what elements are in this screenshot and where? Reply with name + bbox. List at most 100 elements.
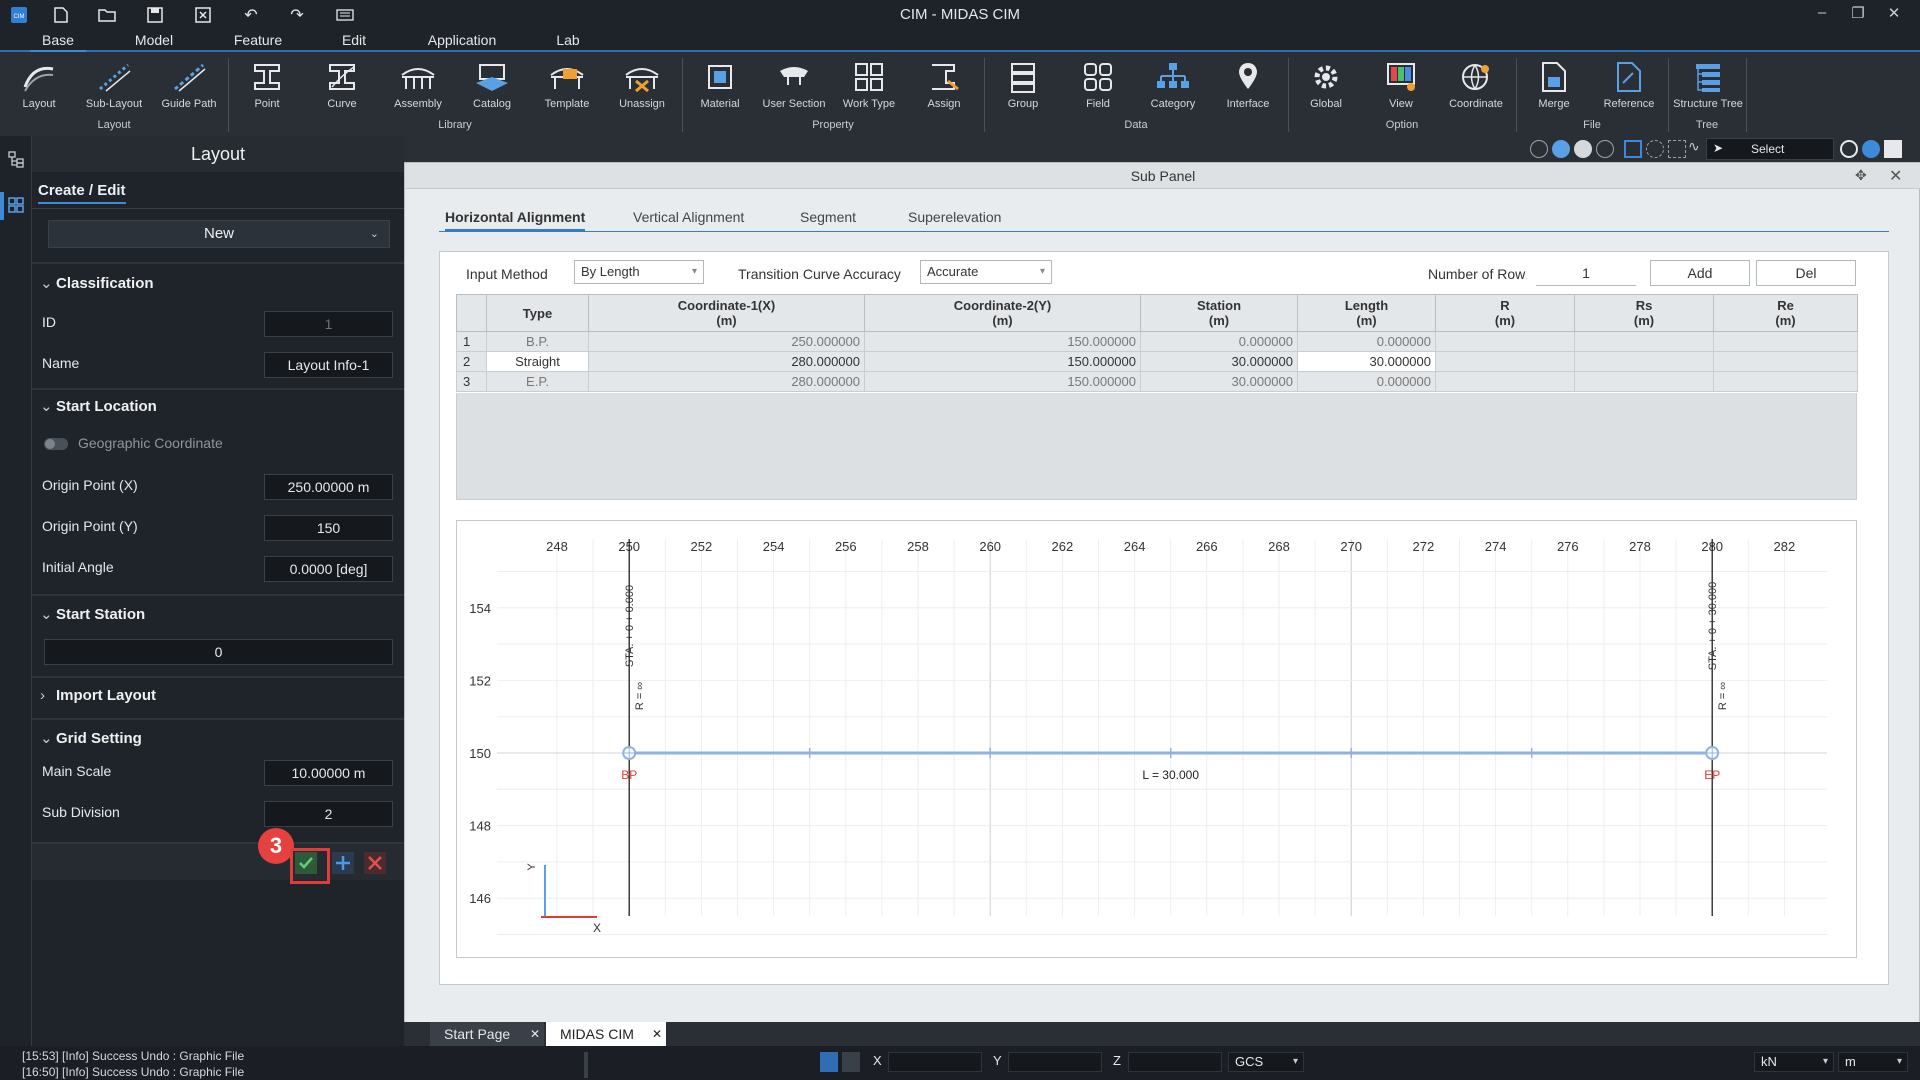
category-button[interactable]: Category [1137,58,1209,118]
main-scale-field[interactable]: 10.00000 m [264,760,393,786]
close-window-icon[interactable]: ✕ [1887,5,1901,22]
sub-layout-button[interactable]: Sub-Layout [78,58,150,118]
tab-horizontal-alignment[interactable]: Horizontal Alignment [445,209,586,231]
y-coord-field[interactable] [1008,1052,1102,1072]
angle-snap-icon[interactable] [842,1052,860,1072]
assign-button[interactable]: Assign [908,58,980,118]
global-button[interactable]: Global [1290,58,1362,118]
menu-tab-edit[interactable]: Edit [341,32,367,48]
add-button[interactable] [332,852,354,874]
start-station-field[interactable]: 0 [44,639,393,665]
plot-canvas[interactable]: 248 250 252 254 256 258 260 262 264 266 268 270 272 2… [457,521,1858,959]
undo-icon[interactable]: ↶ [244,7,258,24]
assembly-button[interactable]: Assembly [382,58,454,118]
coord-system-select[interactable]: GCS ▾ [1228,1052,1304,1072]
work-type-button[interactable]: Work Type [833,58,905,118]
polygon-select-icon[interactable] [1668,140,1686,158]
guide-path-button[interactable]: Guide Path [153,58,225,118]
mode-dropdown[interactable]: New ⌄ [48,220,390,248]
user-section-button[interactable]: User Section [758,58,830,118]
accuracy-select[interactable]: Accurate ▾ [920,260,1052,284]
menu-tab-application[interactable]: Application [427,32,497,48]
section-import-layout[interactable]: › Import Layout [40,687,156,704]
input-method-select[interactable]: By Length ▾ [574,260,704,284]
open-folder-icon[interactable] [96,4,118,26]
origin-x-field[interactable]: 250.00000 m [264,474,393,500]
section-start-location[interactable]: ⌄ Start Location [40,398,157,415]
x-coord-field[interactable] [888,1052,982,1072]
circle-select-icon[interactable] [1646,140,1664,158]
save-icon[interactable] [144,4,166,26]
section-classification[interactable]: ⌄ Classification [40,275,154,292]
z-coord-field[interactable] [1128,1052,1222,1072]
confirm-button[interactable] [295,852,317,874]
column-header[interactable]: Type [486,294,589,332]
shaded-mode-icon[interactable] [1552,140,1570,158]
add-row-button[interactable]: Add [1650,260,1750,286]
number-of-row-field[interactable]: 1 [1536,260,1636,286]
cancel-button[interactable] [364,852,386,874]
close-file-icon[interactable] [192,4,214,26]
box-select-icon[interactable] [1624,140,1642,158]
catalog-button[interactable]: Catalog [456,58,528,118]
table-row[interactable]: 2 Straight 280.000000 150.000000 30.0000… [456,351,1858,372]
select-mode-dropdown[interactable]: ➤ Select [1706,138,1834,160]
table-row[interactable]: 3 E.P. 280.000000 150.000000 30.000000 0… [456,371,1858,392]
column-header[interactable]: R (m) [1435,294,1575,332]
unassign-button[interactable]: Unassign [606,58,678,118]
curve-button[interactable]: Curve [306,58,378,118]
move-icon[interactable]: ✥ [1855,167,1867,183]
column-header[interactable]: Length (m) [1297,294,1436,332]
interface-button[interactable]: Interface [1212,58,1284,118]
column-header[interactable]: Station (m) [1140,294,1298,332]
group-button[interactable]: Group [987,58,1059,118]
menu-tab-lab[interactable]: Lab [556,32,580,48]
tab-create-edit[interactable]: Create / Edit [38,182,126,204]
close-tab-icon[interactable]: ✕ [529,1027,540,1041]
minimize-icon[interactable]: – [1817,4,1827,21]
sub-division-field[interactable]: 2 [264,801,393,827]
point-button[interactable]: Point [231,58,303,118]
column-header[interactable]: Re (m) [1713,294,1858,332]
solid-mode-icon[interactable] [1574,140,1592,158]
initial-angle-field[interactable]: 0.0000 [deg] [264,556,393,582]
view-button[interactable]: View [1365,58,1437,118]
redo-icon[interactable]: ↷ [290,7,304,24]
info-icon[interactable] [1862,140,1880,158]
menu-tab-model[interactable]: Model [134,32,174,48]
tab-midas-cim[interactable]: MIDAS CIM ✕ [546,1022,666,1046]
close-tab-icon[interactable]: ✕ [651,1027,662,1041]
menu-tab-base[interactable]: Base [30,32,86,52]
field-button[interactable]: Field [1062,58,1134,118]
section-start-station[interactable]: ⌄ Start Station [40,606,146,623]
length-unit-select[interactable]: m ▾ [1838,1052,1908,1072]
restore-icon[interactable]: ❐ [1851,5,1865,22]
tree-view-icon[interactable] [7,150,25,171]
wire-mode-icon[interactable] [1596,140,1614,158]
menu-tab-feature[interactable]: Feature [233,32,283,48]
force-unit-select[interactable]: kN ▾ [1754,1052,1834,1072]
template-button[interactable]: Template [531,58,603,118]
new-file-icon[interactable] [50,4,72,26]
table-row[interactable]: 1 B.P. 250.000000 150.000000 0.000000 0.… [456,331,1858,352]
layout-button[interactable]: Layout [3,58,75,118]
coordinate-button[interactable]: Coordinate [1440,58,1512,118]
name-field[interactable]: Layout Info-1 [264,352,393,378]
column-header[interactable]: Rs (m) [1574,294,1714,332]
settings-icon[interactable] [1884,140,1902,158]
keyboard-icon[interactable] [334,4,356,26]
tab-start-page[interactable]: Start Page ✕ [430,1022,544,1046]
alignment-plot[interactable]: 248 250 252 254 256 258 260 262 264 266 268 270 272 2… [456,520,1857,958]
line-select-icon[interactable]: ∿ [1688,138,1700,154]
structure-tree-button[interactable]: Structure Tree [1670,58,1746,118]
clock-icon[interactable] [1840,140,1858,158]
column-header[interactable]: Coordinate-1(X) (m) [588,294,865,332]
snap-icon[interactable] [820,1052,838,1072]
origin-y-field[interactable]: 150 [264,515,393,541]
id-field[interactable]: 1 [264,311,393,337]
tab-segment[interactable]: Segment [800,209,857,225]
log-scrollbar[interactable] [584,1052,588,1078]
delete-row-button[interactable]: Del [1756,260,1856,286]
material-button[interactable]: Material [684,58,756,118]
merge-button[interactable]: Merge [1518,58,1590,118]
